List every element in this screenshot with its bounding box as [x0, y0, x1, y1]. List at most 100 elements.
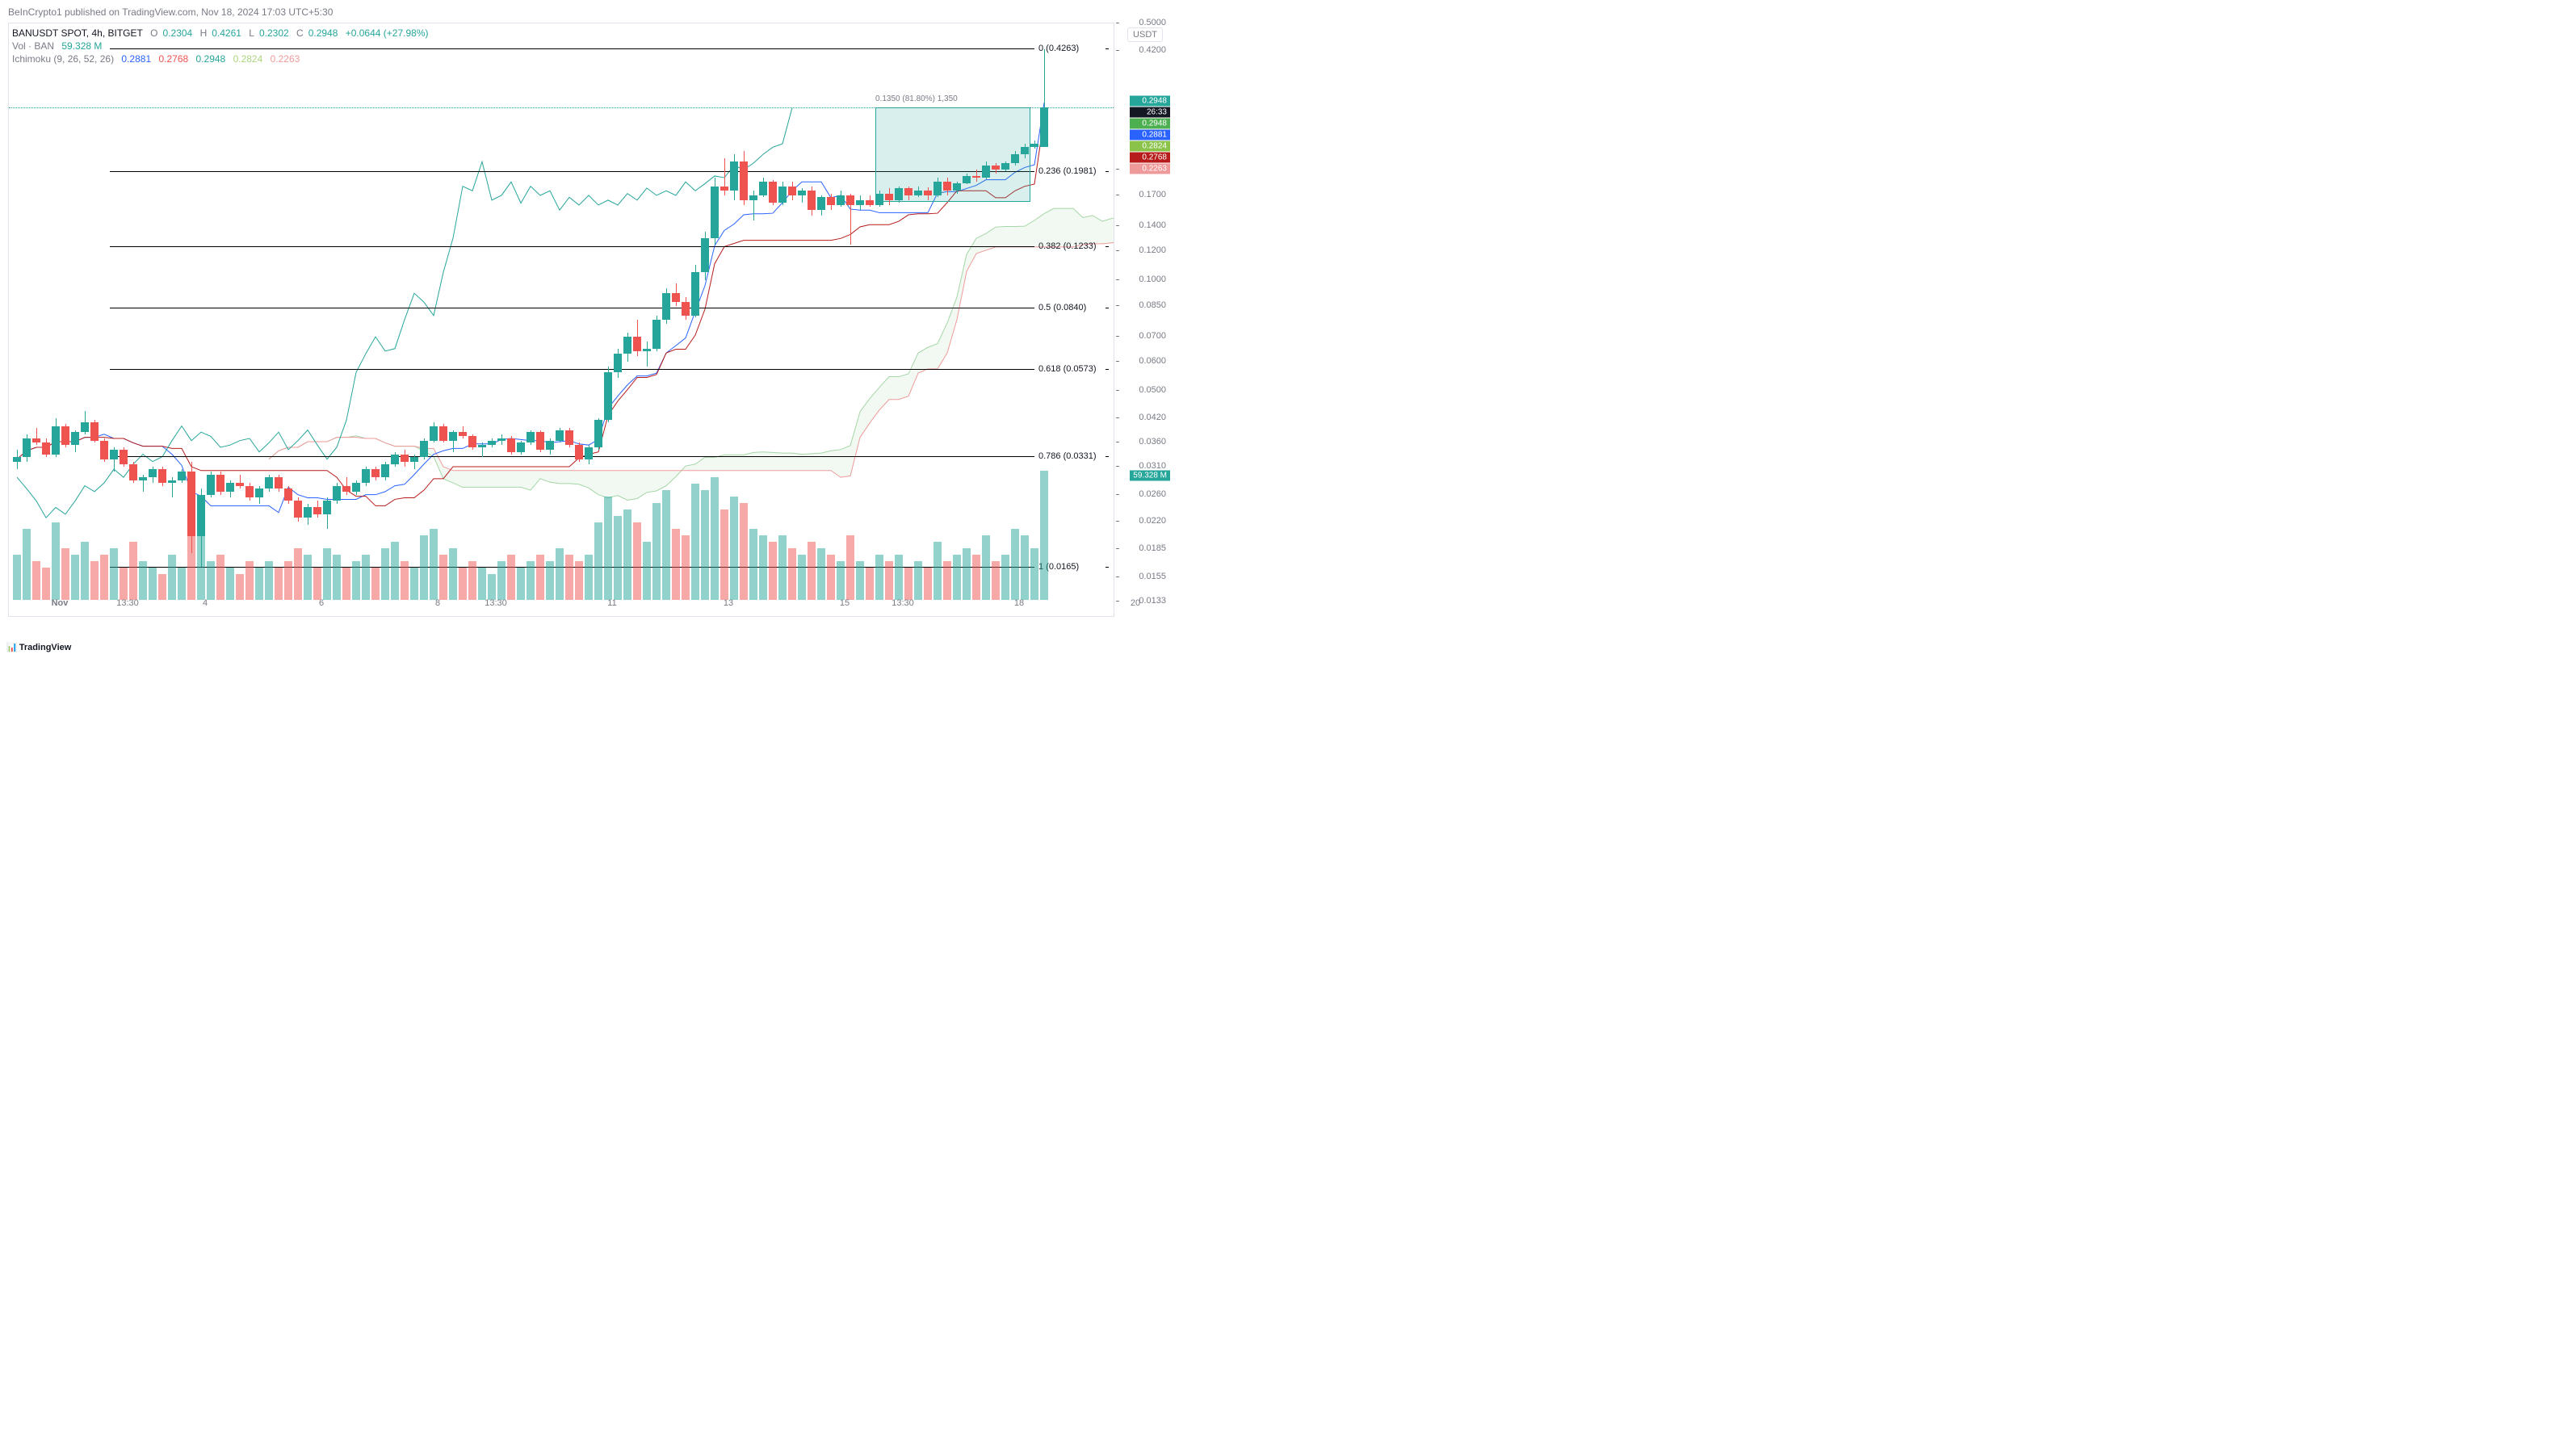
volume-bar: [672, 529, 680, 600]
candle: [565, 430, 573, 446]
price-tag: 0.2948: [1130, 96, 1170, 107]
volume-bar: [32, 561, 40, 600]
volume-bar: [410, 568, 418, 600]
candle: [90, 422, 99, 441]
candle: [682, 302, 690, 316]
candle: [420, 441, 428, 457]
fib-label: 0.236 (0.1981): [1038, 166, 1097, 176]
candle: [1001, 163, 1009, 170]
volume-bar: [963, 548, 971, 600]
volume-price-tag: 59.328 M: [1130, 471, 1170, 481]
chart-area[interactable]: 0 (0.4263)0.236 (0.1981)0.382 (0.1233)0.…: [8, 23, 1114, 617]
y-axis-label: 0.1700: [1139, 190, 1166, 199]
volume-bar: [895, 555, 903, 600]
candle: [594, 420, 602, 447]
candle: [100, 441, 108, 459]
volume-bar: [216, 555, 224, 600]
volume-bar: [556, 548, 564, 600]
volume-bar: [139, 561, 147, 600]
volume-bar: [255, 568, 263, 600]
volume-bar: [585, 555, 593, 600]
volume-bar: [682, 535, 690, 600]
x-axis-label: 18: [1014, 598, 1024, 608]
volume-bar: [904, 568, 913, 600]
candle: [885, 194, 893, 200]
x-axis-label: 13:30: [116, 598, 139, 608]
volume-bar: [536, 555, 544, 600]
volume-layer: [9, 471, 1114, 600]
candle: [769, 182, 777, 203]
candle: [468, 436, 476, 447]
volume-bar: [439, 555, 447, 600]
volume-bar: [837, 561, 845, 600]
candle: [895, 188, 903, 200]
fib-line: [110, 48, 1034, 49]
candle: [982, 166, 990, 178]
volume-bar: [914, 561, 922, 600]
candle: [711, 187, 719, 238]
volume-bar: [846, 535, 854, 600]
candle: [633, 337, 641, 351]
y-axis-label: 0.1000: [1139, 275, 1166, 284]
candle: [1040, 107, 1048, 147]
candle: [866, 200, 874, 205]
volume-bar: [71, 555, 79, 600]
fib-label: 0.382 (0.1233): [1038, 241, 1097, 251]
candle: [527, 432, 535, 442]
volume-bar: [575, 561, 583, 600]
volume-bar: [478, 568, 486, 600]
candle: [32, 438, 40, 442]
volume-bar: [129, 542, 137, 600]
candle: [430, 426, 438, 441]
volume-bar: [1001, 555, 1009, 600]
volume-bar: [207, 561, 215, 600]
candle: [546, 441, 554, 450]
volume-bar: [342, 568, 350, 600]
fib-label: 0.5 (0.0840): [1038, 303, 1086, 312]
candle: [943, 182, 951, 191]
volume-bar: [740, 503, 748, 600]
volume-bar: [924, 568, 932, 600]
volume-bar: [197, 529, 205, 600]
volume-bar: [42, 568, 50, 600]
y-axis-label: 0.0185: [1139, 543, 1166, 553]
y-axis-label: 0.0850: [1139, 300, 1166, 310]
volume-bar: [323, 548, 331, 600]
candle: [992, 166, 1000, 170]
candle: [61, 426, 69, 446]
x-axis-label: 11: [607, 598, 616, 608]
candle: [798, 191, 806, 195]
volume-bar: [459, 568, 467, 600]
candle: [497, 438, 506, 441]
measure-label: 0.1350 (81.80%) 1,350: [875, 94, 958, 103]
volume-bar: [953, 555, 961, 600]
volume-bar: [284, 561, 292, 600]
volume-bar: [430, 529, 438, 600]
volume-bar: [333, 555, 341, 600]
volume-bar: [23, 529, 31, 600]
candle: [652, 320, 661, 349]
candle: [536, 432, 544, 450]
candle: [391, 455, 399, 464]
volume-bar: [827, 555, 835, 600]
price-tag: 0.2881: [1130, 130, 1170, 140]
x-axis-label: 4: [203, 598, 208, 608]
volume-bar: [371, 568, 380, 600]
price-tag: 0.2768: [1130, 153, 1170, 163]
candle: [904, 188, 913, 195]
volume-bar: [100, 555, 108, 600]
y-axis-label: 0.0260: [1139, 489, 1166, 499]
volume-bar: [294, 548, 302, 600]
volume-bar: [245, 561, 254, 600]
candle: [749, 195, 757, 200]
candle: [672, 293, 680, 302]
volume-bar: [401, 561, 409, 600]
volume-bar: [730, 497, 738, 600]
y-axis-label: 0.5000: [1139, 18, 1166, 27]
volume-bar: [468, 561, 476, 600]
volume-bar: [875, 555, 883, 600]
candle: [817, 197, 825, 210]
volume-bar: [391, 542, 399, 600]
volume-bar: [614, 516, 622, 600]
candle: [730, 161, 738, 191]
